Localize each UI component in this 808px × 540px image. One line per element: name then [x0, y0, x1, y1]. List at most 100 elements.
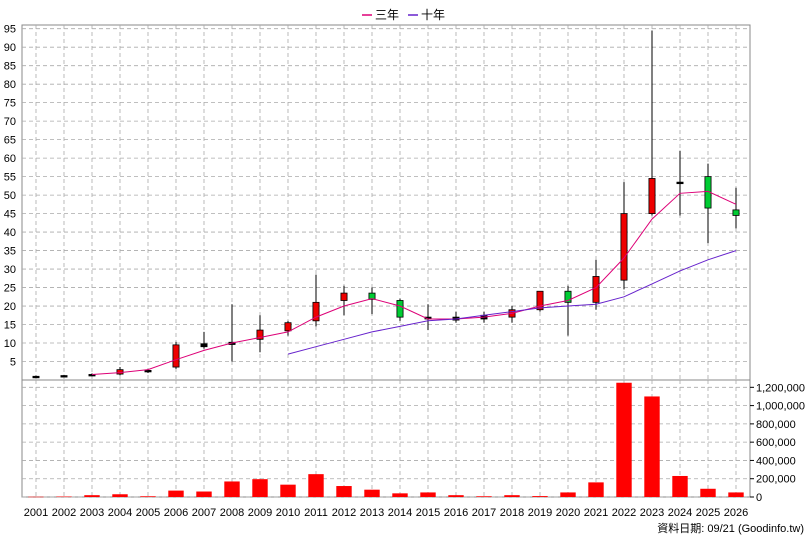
price-panel: 5 10 15 20 25 30 35 40 45 50 55 60 65 70 75 80 85 90 95: [4, 24, 751, 381]
price-tick-label: 10: [4, 338, 16, 350]
candlesticks: [32, 30, 740, 379]
x-tick-label: 2023: [640, 507, 664, 519]
price-tick-label: 80: [4, 79, 16, 91]
price-tick-label: 25: [4, 283, 16, 295]
x-axis: 2001 2002 2003 2004 2005 2006 2007 2008 2009 2010…: [24, 507, 748, 519]
candle-body: [564, 290, 572, 303]
x-tick-label: 2022: [612, 507, 636, 519]
x-tick-label: 2005: [136, 507, 160, 519]
volume-y-axis: 0 200,000 400,000 600,000 800,000 1,000,000 1,…: [750, 382, 805, 504]
candle-body: [284, 322, 292, 332]
credit-label: 資料日期: 09/21 (Goodinfo.tw): [657, 521, 804, 535]
volume-bar: [364, 489, 380, 497]
x-tick-label: 2015: [416, 507, 440, 519]
volume-bar: [28, 496, 44, 498]
volume-tick-label: 200,000: [756, 474, 796, 486]
x-tick-label: 2007: [192, 507, 216, 519]
candle-body: [340, 292, 348, 301]
candle-body: [200, 343, 208, 348]
volume-bar: [448, 495, 464, 497]
x-tick-label: 2004: [108, 507, 132, 519]
candle-body: [256, 329, 264, 340]
price-y-axis: 5 10 15 20 25 30 35 40 45 50 55 60 65 70 75 80 85 90 95: [4, 24, 16, 369]
x-tick-label: 2024: [668, 507, 692, 519]
volume-bar: [84, 495, 100, 497]
price-tick-label: 35: [4, 246, 16, 258]
price-tick-label: 55: [4, 172, 16, 184]
price-tick-label: 15: [4, 320, 16, 332]
volume-bar: [56, 496, 72, 498]
price-tick-label: 50: [4, 190, 16, 202]
volume-bar: [420, 492, 436, 497]
price-tick-label: 75: [4, 98, 16, 110]
volume-bar: [224, 481, 240, 497]
x-tick-label: 2016: [444, 507, 468, 519]
volume-tick-label: 1,200,000: [756, 382, 805, 394]
price-tick-label: 65: [4, 135, 16, 147]
price-tick-label: 20: [4, 301, 16, 313]
candle-body: [396, 300, 404, 318]
volume-bar: [504, 495, 520, 497]
x-tick-label: 2002: [52, 507, 76, 519]
candle-body: [592, 276, 600, 303]
volume-tick-label: 400,000: [756, 455, 796, 467]
price-tick-label: 95: [4, 24, 16, 36]
price-tick-label: 5: [10, 357, 16, 369]
volume-bar: [168, 490, 184, 497]
candle-body: [144, 369, 152, 373]
legend-label-3yr: 三年: [375, 8, 399, 22]
candle-body: [536, 290, 544, 311]
volume-bars: [28, 382, 744, 498]
volume-bar: [196, 491, 212, 497]
volume-tick-label: 800,000: [756, 419, 796, 431]
x-tick-label: 2011: [304, 507, 328, 519]
candle-body: [172, 344, 180, 368]
volume-bar: [252, 479, 268, 497]
x-tick-label: 2021: [584, 507, 608, 519]
x-tick-label: 2006: [164, 507, 188, 519]
x-tick-label: 2014: [388, 507, 412, 519]
x-tick-label: 2020: [556, 507, 580, 519]
volume-panel: 0 200,000 400,000 600,000 800,000 1,000,000 1,…: [21, 379, 805, 504]
ma-10yr-line: [287, 250, 737, 355]
volume-bar: [588, 482, 604, 497]
price-tick-label: 85: [4, 61, 16, 73]
candle-body: [648, 178, 656, 214]
volume-tick-label: 1,000,000: [756, 401, 805, 413]
volume-bar: [476, 496, 492, 497]
candle-body: [368, 292, 376, 300]
volume-tick-label: 600,000: [756, 437, 796, 449]
x-tick-label: 2010: [276, 507, 300, 519]
volume-bar: [672, 475, 688, 497]
price-grid: [22, 25, 750, 380]
volume-bar: [700, 488, 716, 497]
x-tick-label: 2012: [332, 507, 356, 519]
volume-bar: [616, 382, 632, 497]
x-tick-label: 2018: [500, 507, 524, 519]
volume-bar: [644, 396, 660, 497]
x-tick-label: 2001: [24, 507, 48, 519]
candle-body: [116, 369, 124, 375]
candle-body: [732, 209, 740, 216]
volume-bar: [392, 493, 408, 497]
x-tick-label: 2017: [472, 507, 496, 519]
volume-bar: [280, 484, 296, 497]
price-tick-label: 90: [4, 42, 16, 54]
price-tick-label: 70: [4, 116, 16, 128]
x-tick-label: 2019: [528, 507, 552, 519]
ma-3yr-line: [91, 190, 737, 375]
candle-body: [676, 181, 684, 185]
price-tick-label: 45: [4, 209, 16, 221]
volume-bar: [728, 492, 744, 497]
legend-label-10yr: 十年: [421, 8, 445, 22]
x-tick-label: 2008: [220, 507, 244, 519]
x-tick-label: 2013: [360, 507, 384, 519]
volume-bar: [308, 474, 324, 497]
price-tick-label: 30: [4, 264, 16, 276]
legend: 三年 十年: [362, 8, 445, 22]
candle-body: [60, 375, 68, 378]
volume-bar: [336, 486, 352, 497]
candle-body: [620, 213, 628, 281]
x-tick-label: 2009: [248, 507, 272, 519]
